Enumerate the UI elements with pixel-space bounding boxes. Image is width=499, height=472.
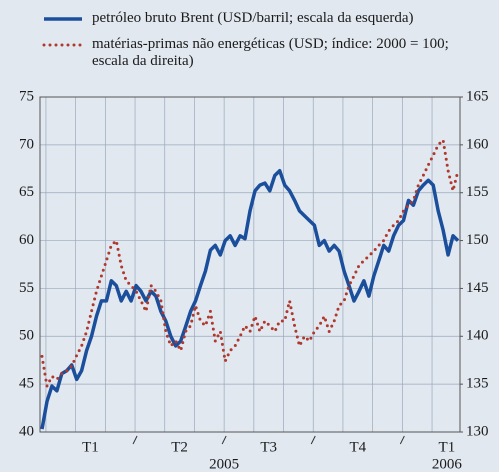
y2-tick-label: 145 bbox=[466, 280, 489, 296]
legend-label: petróleo bruto Brent (USD/barril; escala… bbox=[92, 10, 414, 26]
plot-area bbox=[40, 97, 460, 432]
year-label: 2006 bbox=[432, 456, 463, 472]
y-tick-label: 60 bbox=[19, 232, 34, 248]
quarter-tick bbox=[310, 435, 316, 445]
year-label: 2005 bbox=[209, 456, 239, 472]
series-line bbox=[40, 168, 460, 430]
plot-frame bbox=[39, 96, 461, 433]
x-tick-label: T1 bbox=[439, 439, 456, 455]
y2-tick-label: 130 bbox=[466, 423, 489, 439]
y2-tick-label: 150 bbox=[466, 232, 489, 248]
y2-tick-label: 160 bbox=[466, 136, 489, 152]
x-tick-label: T1 bbox=[82, 439, 99, 455]
y-tick-label: 55 bbox=[19, 280, 34, 296]
y-tick-label: 50 bbox=[19, 328, 34, 344]
quarter-tick bbox=[132, 435, 138, 445]
y2-tick-label: 140 bbox=[466, 328, 489, 344]
legend-label: matérias-primas não energéticas (USD; ín… bbox=[92, 36, 449, 69]
y2-tick-label: 165 bbox=[466, 88, 489, 104]
y-tick-label: 65 bbox=[19, 184, 34, 200]
series-line bbox=[40, 138, 460, 388]
quarter-tick bbox=[221, 435, 227, 445]
y2-tick-label: 135 bbox=[466, 376, 489, 392]
x-tick-label: T3 bbox=[260, 439, 277, 455]
x-tick-label: T2 bbox=[171, 439, 188, 455]
y-tick-label: 40 bbox=[19, 423, 34, 439]
y-tick-label: 75 bbox=[19, 88, 34, 104]
y-tick-label: 45 bbox=[19, 376, 34, 392]
x-tick-label: T4 bbox=[349, 439, 366, 455]
y-tick-label: 70 bbox=[19, 136, 34, 152]
quarter-tick bbox=[399, 435, 405, 445]
y2-tick-label: 155 bbox=[466, 184, 489, 200]
